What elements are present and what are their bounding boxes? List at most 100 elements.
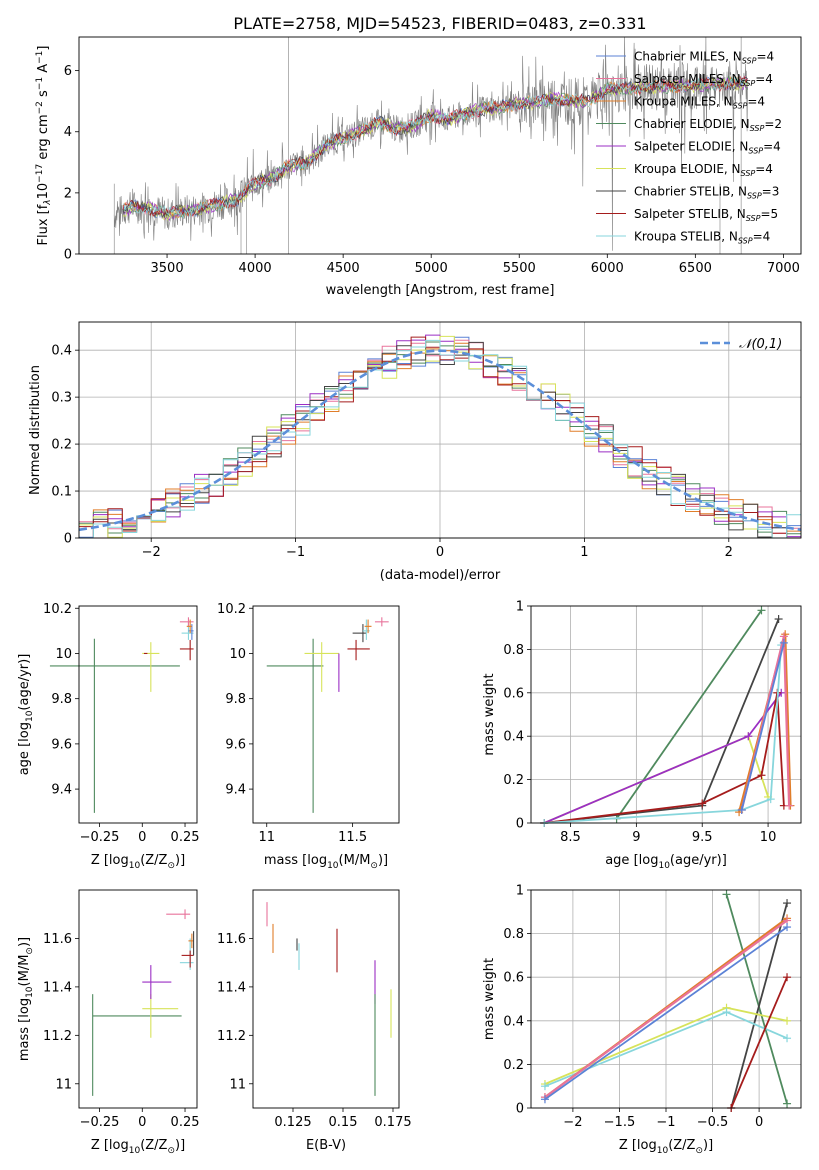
x-tick-label: 0.125 — [274, 1115, 311, 1130]
y-tick-label: 0 — [64, 248, 72, 263]
y-tick-label: 0.4 — [503, 730, 524, 745]
y-axis-label: Normed distribution — [28, 365, 43, 495]
y-tick-label: 10 — [55, 647, 72, 662]
x-tick-label: 11 — [258, 830, 275, 845]
x-axis-label: wavelength [Angstrom, rest frame] — [326, 283, 555, 298]
x-tick-label: 5500 — [503, 261, 536, 276]
y-tick-label: 10.2 — [43, 602, 72, 617]
axes-frame — [530, 889, 802, 1109]
axes-frame — [252, 889, 400, 1109]
y-tick-label: 0.1 — [51, 485, 72, 500]
y-tick-label: 9.4 — [51, 783, 72, 798]
axes-frame — [78, 36, 802, 255]
x-tick-label: −2 — [563, 1115, 582, 1130]
panel-mass-vs-Z: −0.25 0 0.25 11 11.2 11.4 11.6 Z [log10(Z/Z⊙)] m… — [17, 889, 200, 1156]
x-axis-label: Z [log10(Z/Z⊙)] — [619, 1138, 713, 1156]
panel-spectrum: 3500 4000 4500 5000 5500 6000 6500 7000 0 2 4 6 Chab… — [35, 36, 802, 298]
y-tick-label: 11.6 — [217, 932, 246, 947]
x-tick-label: 8.5 — [560, 830, 581, 845]
x-tick-label: −0.5 — [697, 1115, 729, 1130]
x-tick-label: 0 — [755, 1115, 763, 1130]
axes-frame — [78, 605, 198, 824]
panel-massweight-vs-age: 8.5 9 9.5 10 0 0.2 0.4 0.6 0.8 1 age [log10(age/yr… — [482, 600, 802, 871]
x-tick-label: 4000 — [239, 261, 272, 276]
x-tick-label: −0.25 — [80, 1115, 120, 1130]
line-salpeter_elodie — [543, 692, 782, 824]
y-tick-label: 10 — [229, 647, 246, 662]
line-salpeter_stelib — [730, 976, 788, 1109]
legend-label-kroupa_stelib: Kroupa STELIB, NSSP=4 — [634, 230, 770, 246]
x-axis-label: Z [log10(Z/Z⊙)] — [91, 1138, 185, 1156]
figure-title: PLATE=2758, MJD=54523, FIBERID=0483, z=0… — [233, 14, 646, 33]
y-tick-label: 0.2 — [503, 1058, 524, 1073]
x-tick-label: 0 — [138, 830, 146, 845]
x-tick-label: 4500 — [327, 261, 360, 276]
model-line-kroupa_stelib — [122, 75, 748, 219]
legend-label-kroupa_miles: Kroupa MILES, NSSP=4 — [634, 95, 765, 111]
y-axis-label: age [log10(age/yr)] — [17, 654, 35, 776]
legend-label-gaussian: 𝒩(0,1) — [739, 337, 782, 352]
x-tick-label: −1 — [656, 1115, 675, 1130]
gaussian-curve — [78, 349, 802, 532]
legend-label-kroupa_elodie: Kroupa ELODIE, NSSP=4 — [634, 162, 773, 178]
line-salpeter_miles — [544, 919, 788, 1098]
panel-mass-vs-ebv: 0.125 0.15 0.175 11 11.2 11.4 11.6 E(B-V) — [217, 889, 412, 1153]
x-tick-label: −1 — [286, 545, 305, 560]
y-tick-label: 0.8 — [503, 643, 524, 658]
y-axis-label: mass weight — [482, 673, 497, 755]
line-chabrier_elodie — [615, 609, 763, 820]
y-tick-label: 11 — [55, 1077, 72, 1092]
line-chabrier_elodie — [725, 894, 788, 1104]
x-axis-label: (data-model)/error — [380, 568, 501, 583]
y-tick-label: 11.2 — [43, 1029, 72, 1044]
x-tick-label: 0 — [436, 545, 444, 560]
x-tick-label: 5000 — [415, 261, 448, 276]
y-tick-label: 11.6 — [43, 932, 72, 947]
y-tick-label: 10.2 — [217, 602, 246, 617]
x-tick-label: −2 — [142, 545, 161, 560]
x-tick-label: 0 — [138, 1115, 146, 1130]
line-chabrier_stelib — [730, 902, 788, 1109]
y-tick-label: 11.4 — [217, 980, 246, 995]
y-tick-label: 0.4 — [51, 344, 72, 359]
x-tick-label: 9 — [632, 830, 640, 845]
y-tick-label: 0.6 — [503, 971, 524, 986]
x-tick-label: 11.5 — [338, 830, 367, 845]
x-tick-label: 1 — [580, 545, 588, 560]
y-tick-label: 9.6 — [225, 737, 246, 752]
panel-massweight-vs-Z: −2 −1.5 −1 −0.5 0 0 0.2 0.4 0.6 0.8 1 Z [log10(Z/Z⊙… — [482, 884, 802, 1156]
axes-frame — [78, 889, 198, 1109]
y-tick-label: 0.2 — [503, 773, 524, 788]
model-line-salpeter_elodie — [122, 77, 748, 222]
y-tick-label: 4 — [64, 125, 72, 140]
y-tick-label: 11.2 — [217, 1029, 246, 1044]
y-axis-label: mass [log10(M/M⊙)] — [17, 937, 35, 1061]
x-tick-label: −0.25 — [80, 830, 120, 845]
x-tick-label: 3500 — [151, 261, 184, 276]
legend-label-salpeter_stelib: Salpeter STELIB, NSSP=5 — [634, 207, 778, 223]
x-tick-label: 6000 — [591, 261, 624, 276]
x-axis-label: Z [log10(Z/Z⊙)] — [91, 853, 185, 871]
panel-residuals: −2 −1 0 1 2 0 0.1 0.2 0.3 0.4 𝒩(0,1) (data-model)/e… — [28, 321, 802, 583]
legend-label-salpeter_miles: Salpeter MILES, NSSP=4 — [634, 72, 773, 88]
x-tick-label: 6500 — [679, 261, 712, 276]
y-tick-label: 11.4 — [43, 980, 72, 995]
y-tick-label: 0.4 — [503, 1014, 524, 1029]
y-tick-label: 0.2 — [51, 438, 72, 453]
x-tick-label: 7000 — [767, 261, 800, 276]
y-tick-label: 2 — [64, 186, 72, 201]
y-axis-label: Flux [fλ10−17 erg cm−2 s−1 A−1] — [35, 46, 53, 246]
panel-age-vs-Z: −0.25 0 0.25 9.4 9.6 9.8 10 10.2 Z [log10(Z/Z⊙)]… — [17, 602, 200, 871]
legend-label-chabrier_elodie: Chabrier ELODIE, NSSP=2 — [634, 117, 782, 133]
y-tick-label: 0 — [64, 532, 72, 547]
y-tick-label: 0.8 — [503, 927, 524, 942]
axes-frame — [78, 321, 802, 539]
legend-label-salpeter_elodie: Salpeter ELODIE, NSSP=4 — [634, 140, 781, 156]
y-tick-label: 9.4 — [225, 783, 246, 798]
y-tick-label: 9.8 — [225, 692, 246, 707]
histogram-kroupa_stelib — [79, 339, 801, 539]
x-tick-label: 0.15 — [329, 1115, 358, 1130]
y-axis-label: mass weight — [482, 958, 497, 1040]
x-tick-label: 9.5 — [692, 830, 713, 845]
